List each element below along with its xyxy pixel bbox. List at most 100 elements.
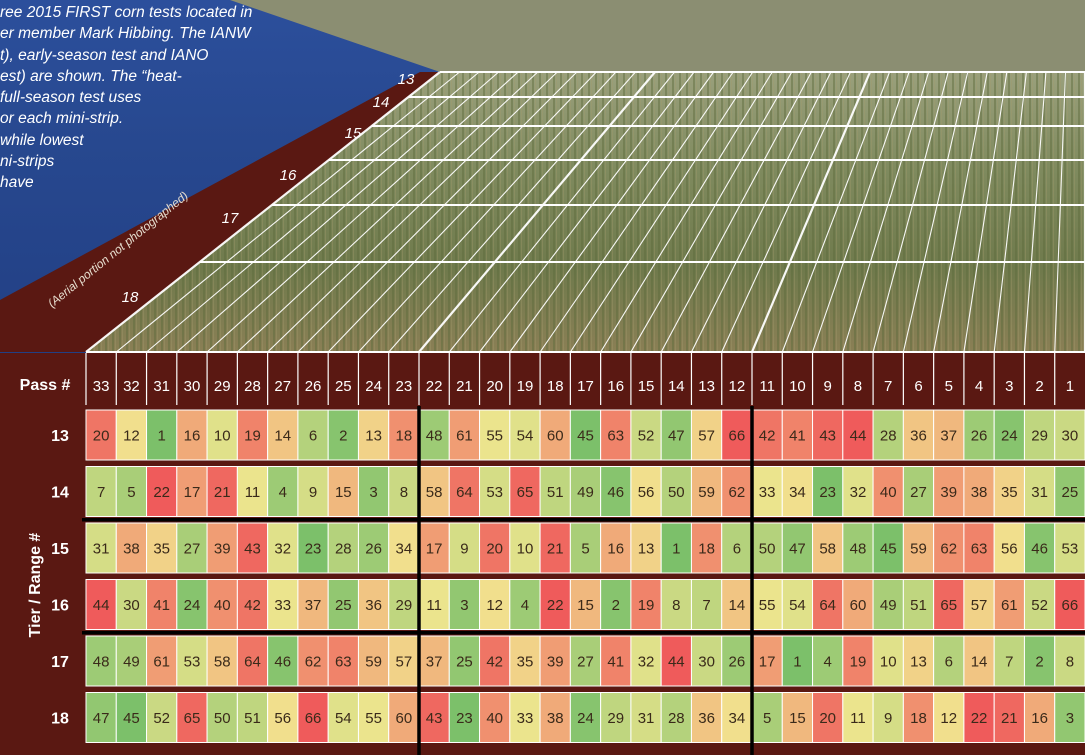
cell-value-label: 6 bbox=[733, 541, 741, 558]
heatmap-cell bbox=[146, 466, 178, 517]
cell-value-label: 55 bbox=[365, 710, 382, 727]
heatmap-cell bbox=[781, 522, 814, 574]
x-tick-label: 27 bbox=[274, 378, 291, 395]
photo-grid-line bbox=[842, 71, 930, 353]
cell-value-label: 12 bbox=[486, 597, 503, 614]
heatmap-cell bbox=[933, 635, 965, 687]
cell-value-label: 4 bbox=[521, 597, 529, 614]
caption-line: ni-strips bbox=[0, 153, 55, 171]
heatmap-cell bbox=[388, 466, 420, 517]
cell-value-label: 61 bbox=[456, 428, 473, 445]
heatmap-cell bbox=[418, 579, 450, 630]
cell-value-label: 14 bbox=[971, 654, 988, 671]
heatmap-cell bbox=[993, 692, 1025, 743]
caption-line: while lowest bbox=[0, 131, 84, 149]
cell-value-label: 55 bbox=[486, 428, 503, 445]
caption-line: full-season test uses bbox=[0, 89, 142, 107]
heatmap-cell bbox=[539, 409, 571, 461]
cell-value-label: 17 bbox=[426, 541, 443, 558]
cell-value-label: 31 bbox=[638, 710, 655, 727]
x-tick-label: 19 bbox=[517, 378, 534, 395]
heatmap-cell bbox=[781, 466, 814, 517]
cell-value-label: 29 bbox=[607, 710, 624, 727]
heatmap-cell bbox=[1023, 579, 1056, 630]
photo-grid-line bbox=[176, 71, 499, 353]
cell-value-label: 28 bbox=[335, 541, 352, 558]
cell-value-label: 49 bbox=[880, 597, 897, 614]
heatmap-cell bbox=[418, 466, 450, 517]
heatmap-cell bbox=[933, 579, 965, 630]
photo-grid-line bbox=[206, 71, 519, 353]
heatmap-cell bbox=[933, 692, 965, 743]
heatmap-cell bbox=[902, 692, 935, 743]
cell-value-label: 60 bbox=[547, 428, 564, 445]
heatmap-cell bbox=[388, 409, 420, 461]
heatmap-cell bbox=[327, 466, 359, 517]
heatmap-cell bbox=[660, 522, 692, 574]
heatmap-cell bbox=[600, 692, 632, 743]
cell-value-label: 26 bbox=[971, 428, 988, 445]
cell-value-label: 24 bbox=[184, 597, 201, 614]
heatmap-cell bbox=[85, 579, 117, 630]
aerial-strip bbox=[0, 72, 440, 352]
cell-value-label: 60 bbox=[396, 710, 413, 727]
heatmap-cell bbox=[690, 466, 723, 517]
heatmap-cell bbox=[1054, 522, 1085, 574]
heatmap-cell bbox=[176, 522, 208, 574]
cell-value-label: 58 bbox=[819, 541, 836, 558]
cell-value-label: 25 bbox=[456, 654, 473, 671]
photo-grid-line bbox=[1054, 71, 1067, 353]
heatmap-cell bbox=[1023, 409, 1056, 461]
cell-value-label: 37 bbox=[426, 654, 443, 671]
heatmap-cell bbox=[448, 692, 481, 743]
photo-grid-line bbox=[479, 71, 695, 353]
aerial-tier-labels: 13 14 15 16 17 18 bbox=[122, 71, 415, 306]
x-tick-label: 17 bbox=[577, 378, 594, 395]
cell-value-label: 48 bbox=[93, 654, 110, 671]
cell-value-label: 34 bbox=[729, 710, 746, 727]
cell-value-label: 15 bbox=[335, 484, 352, 501]
cell-value-label: 64 bbox=[456, 484, 473, 501]
heatmap-cell bbox=[267, 692, 299, 743]
heatmap-cell bbox=[418, 635, 450, 687]
cell-value-label: 45 bbox=[880, 541, 897, 558]
cell-value-label: 29 bbox=[396, 597, 413, 614]
heatmap-cell bbox=[448, 635, 481, 687]
cell-value-label: 48 bbox=[850, 541, 867, 558]
aerial-tier-label: 13 bbox=[398, 71, 415, 88]
cell-value-label: 44 bbox=[668, 654, 685, 671]
heatmap-cell bbox=[902, 466, 935, 517]
cell-value-label: 40 bbox=[214, 597, 231, 614]
heatmap-cell bbox=[146, 579, 178, 630]
heatmap-cell bbox=[902, 522, 935, 574]
cell-value-label: 9 bbox=[884, 710, 892, 727]
cell-value-label: 43 bbox=[426, 710, 443, 727]
cell-value-label: 13 bbox=[638, 541, 655, 558]
heatmap-cell bbox=[1054, 692, 1085, 743]
cell-value-label: 36 bbox=[698, 710, 715, 727]
heatmap-cell bbox=[85, 466, 117, 517]
x-tick-label: 13 bbox=[698, 378, 715, 395]
x-tick-label: 31 bbox=[153, 378, 170, 395]
heatmap-cell bbox=[993, 522, 1025, 574]
cell-value-label: 34 bbox=[789, 484, 806, 501]
heatmap-cell bbox=[418, 409, 450, 461]
x-tick-label: 4 bbox=[975, 378, 983, 395]
heatmap-cell bbox=[206, 409, 238, 461]
y-tick-label: 17 bbox=[51, 654, 69, 671]
heatmap-cell bbox=[1023, 692, 1056, 743]
photo-grid-line bbox=[358, 71, 617, 353]
cell-value-label: 32 bbox=[850, 484, 867, 501]
cell-value-label: 1 bbox=[672, 541, 680, 558]
heatmap-cell bbox=[751, 635, 783, 687]
y-axis-label: Tier / Range # bbox=[27, 533, 44, 638]
cell-value-label: 61 bbox=[1001, 597, 1018, 614]
aerial-tier-label: 18 bbox=[122, 289, 139, 306]
heatmap-cell bbox=[872, 409, 904, 461]
heatmap-cell bbox=[236, 466, 269, 517]
caption-line: ree 2015 FIRST corn tests located in bbox=[0, 4, 253, 21]
caption-line: est) are shown. The “heat- bbox=[0, 67, 182, 85]
x-tick-label: 29 bbox=[214, 378, 231, 395]
photo-grid-line bbox=[115, 71, 460, 353]
heatmap-cell bbox=[509, 522, 541, 574]
